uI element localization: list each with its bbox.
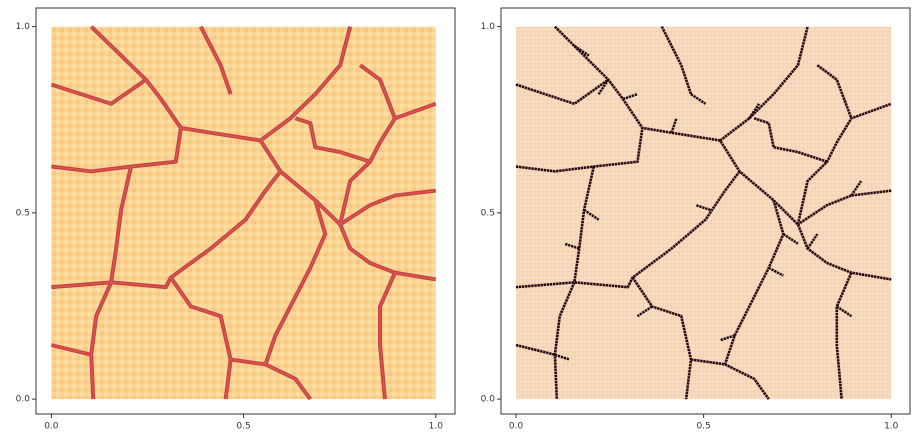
x-tick-label: 0.5: [696, 422, 710, 432]
x-tick-label: 0.0: [509, 422, 524, 432]
figure: 0.0 0.5 1.0 0.0 0.5 1.0 0.0 0.5 1.0 0.0 0.5 1.0: [0, 0, 912, 437]
y-tick-label: 0.5: [481, 208, 495, 218]
y-tick-label: 1.0: [481, 22, 496, 32]
x-tick-label: 0.0: [44, 422, 59, 432]
y-tick-label: 0.0: [16, 395, 31, 405]
y-tick-label: 1.0: [16, 22, 31, 32]
x-tick-label: 1.0: [884, 422, 899, 432]
image: [516, 27, 891, 399]
panel: 0.0 0.5 1.0 0.0 0.5 1.0: [16, 8, 455, 432]
panels: 0.0 0.5 1.0 0.0 0.5 1.0 0.0 0.5 1.0 0.0 0.5 1.0: [16, 8, 910, 432]
y-tick-label: 0.0: [481, 395, 496, 405]
x-tick-label: 0.5: [236, 422, 250, 432]
panel: 0.0 0.5 1.0 0.0 0.5 1.0: [481, 8, 910, 432]
x-tick-label: 1.0: [429, 422, 444, 432]
y-tick-label: 0.5: [16, 208, 30, 218]
